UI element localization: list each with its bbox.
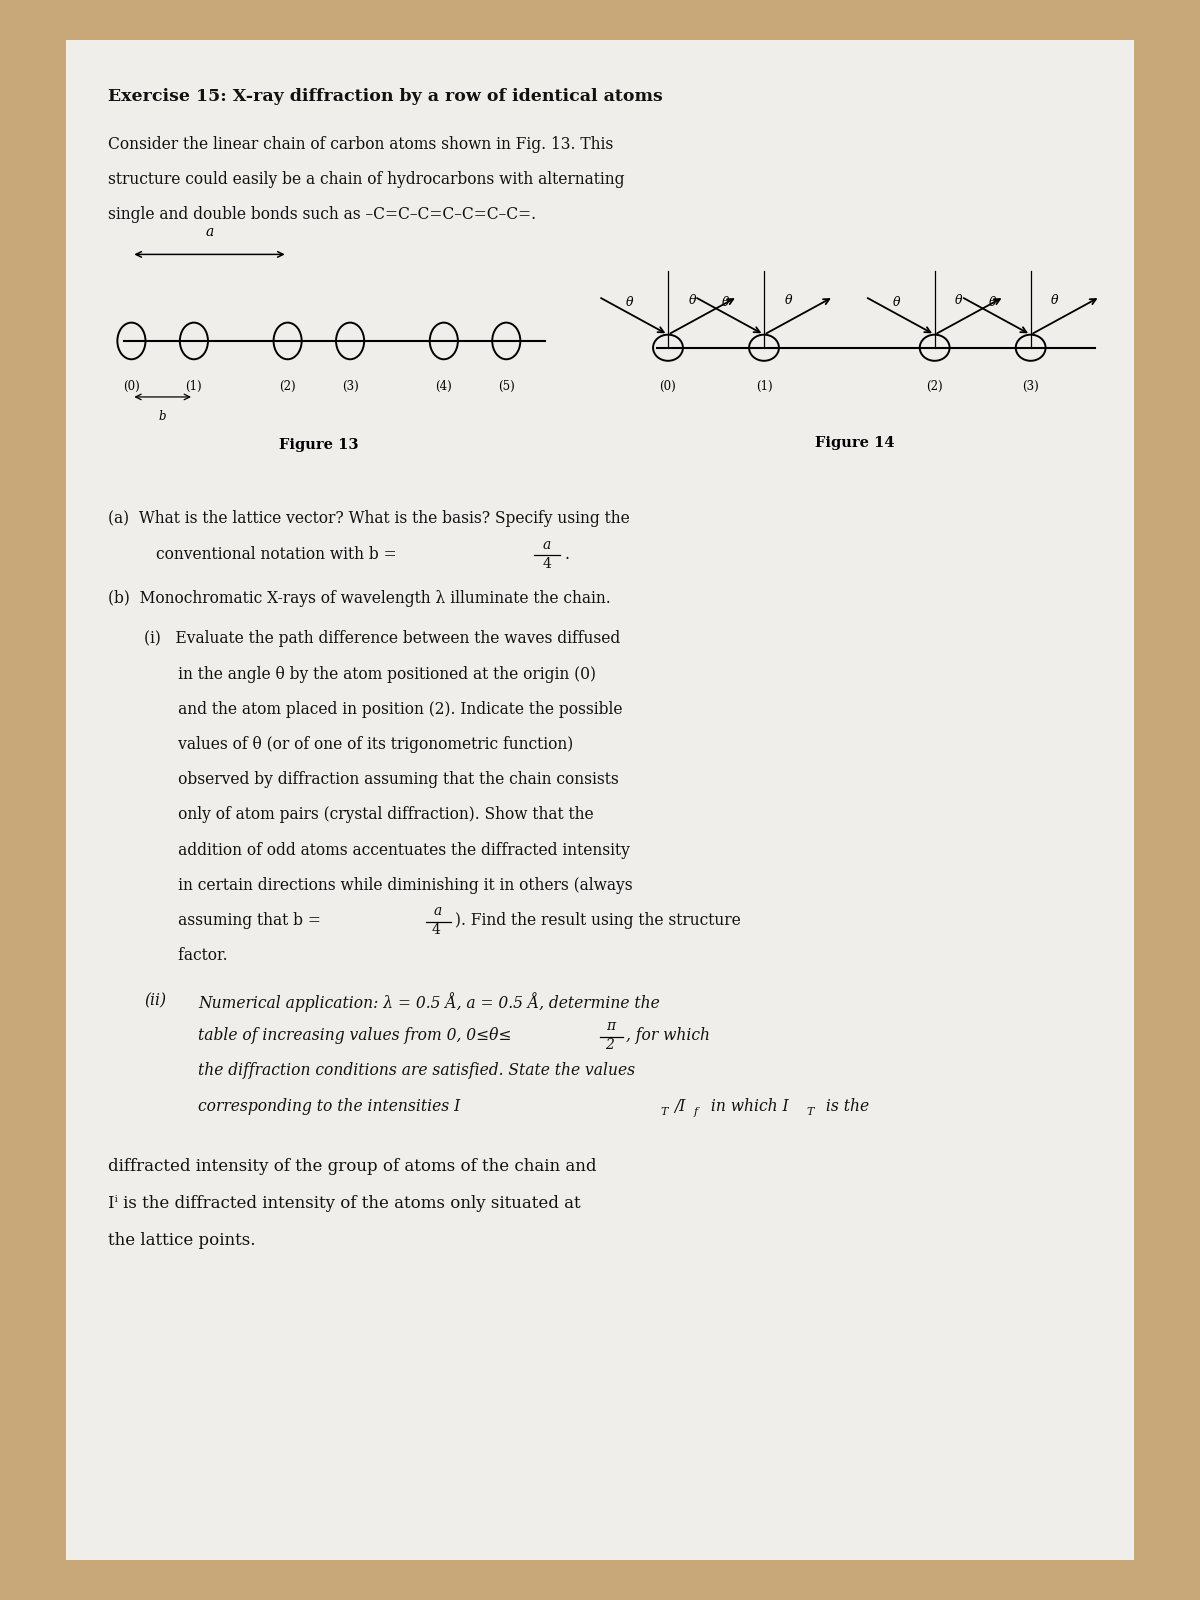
Text: /I: /I (674, 1098, 685, 1115)
Text: in which I: in which I (706, 1098, 788, 1115)
Text: (ii): (ii) (144, 992, 166, 1010)
Text: a: a (205, 226, 214, 238)
FancyBboxPatch shape (66, 40, 1134, 1560)
Text: θ: θ (1051, 294, 1058, 307)
Text: diffracted intensity of the group of atoms of the chain and: diffracted intensity of the group of ato… (108, 1158, 596, 1176)
Text: in certain directions while diminishing it in others (always: in certain directions while diminishing … (144, 877, 632, 894)
Text: f: f (694, 1107, 697, 1117)
Text: θ: θ (989, 296, 996, 309)
Text: (2): (2) (280, 379, 296, 392)
Text: T: T (806, 1107, 814, 1117)
Text: (1): (1) (186, 379, 203, 392)
Text: a: a (433, 904, 442, 918)
Text: (4): (4) (436, 379, 452, 392)
Text: conventional notation with b =: conventional notation with b = (156, 546, 402, 563)
Text: b: b (158, 410, 167, 422)
Text: observed by diffraction assuming that the chain consists: observed by diffraction assuming that th… (144, 771, 619, 789)
Text: θ: θ (893, 296, 900, 309)
Text: values of θ (or of one of its trigonometric function): values of θ (or of one of its trigonomet… (144, 736, 574, 754)
Text: single and double bonds such as –C=C–C=C–C=C–C=.: single and double bonds such as –C=C–C=C… (108, 206, 536, 224)
Text: θ: θ (785, 294, 792, 307)
Text: structure could easily be a chain of hydrocarbons with alternating: structure could easily be a chain of hyd… (108, 171, 624, 189)
Text: (b)  Monochromatic X-rays of wavelength λ illuminate the chain.: (b) Monochromatic X-rays of wavelength λ… (108, 590, 611, 608)
Text: 4: 4 (432, 923, 440, 938)
Text: and the atom placed in position (2). Indicate the possible: and the atom placed in position (2). Ind… (144, 701, 623, 718)
Text: in the angle θ by the atom positioned at the origin (0): in the angle θ by the atom positioned at… (144, 666, 596, 683)
Text: (3): (3) (342, 379, 359, 392)
Text: Exercise 15: X-ray diffraction by a row of identical atoms: Exercise 15: X-ray diffraction by a row … (108, 88, 662, 106)
Text: only of atom pairs (crystal diffraction). Show that the: only of atom pairs (crystal diffraction)… (144, 806, 594, 824)
Text: table of increasing values from 0, 0≤θ≤: table of increasing values from 0, 0≤θ≤ (198, 1027, 511, 1045)
Text: θ: θ (955, 294, 962, 307)
Text: (5): (5) (498, 379, 515, 392)
Text: ). Find the result using the structure: ). Find the result using the structure (455, 912, 740, 930)
Text: , for which: , for which (626, 1027, 710, 1045)
Text: (2): (2) (926, 381, 943, 394)
Text: is the: is the (821, 1098, 869, 1115)
Text: (0): (0) (124, 379, 140, 392)
Text: assuming that b =: assuming that b = (144, 912, 325, 930)
Text: factor.: factor. (144, 947, 228, 965)
Text: addition of odd atoms accentuates the diffracted intensity: addition of odd atoms accentuates the di… (144, 842, 630, 859)
Text: θ: θ (626, 296, 634, 309)
Text: Figure 14: Figure 14 (815, 437, 894, 451)
Text: corresponding to the intensities I: corresponding to the intensities I (198, 1098, 461, 1115)
Text: a: a (542, 538, 551, 552)
Text: θ: θ (689, 294, 696, 307)
Text: (i)   Evaluate the path difference between the waves diffused: (i) Evaluate the path difference between… (144, 630, 620, 648)
Text: Numerical application: λ = 0.5 Å, a = 0.5 Å, determine the: Numerical application: λ = 0.5 Å, a = 0.… (198, 992, 660, 1011)
Text: the lattice points.: the lattice points. (108, 1232, 256, 1250)
Text: (3): (3) (1022, 381, 1039, 394)
Text: π: π (606, 1019, 616, 1034)
Text: .: . (564, 546, 569, 563)
Text: (a)  What is the lattice vector? What is the basis? Specify using the: (a) What is the lattice vector? What is … (108, 510, 630, 528)
Text: Figure 13: Figure 13 (280, 438, 359, 451)
Text: the diffraction conditions are satisfied. State the values: the diffraction conditions are satisfied… (198, 1062, 635, 1080)
Text: Iⁱ is the diffracted intensity of the atoms only situated at: Iⁱ is the diffracted intensity of the at… (108, 1195, 581, 1213)
Text: (1): (1) (756, 381, 773, 394)
Text: 4: 4 (542, 557, 551, 571)
Text: θ: θ (722, 296, 730, 309)
Text: T: T (660, 1107, 667, 1117)
Text: 2: 2 (605, 1038, 613, 1053)
Text: (0): (0) (660, 381, 677, 394)
Text: Consider the linear chain of carbon atoms shown in Fig. 13. This: Consider the linear chain of carbon atom… (108, 136, 613, 154)
